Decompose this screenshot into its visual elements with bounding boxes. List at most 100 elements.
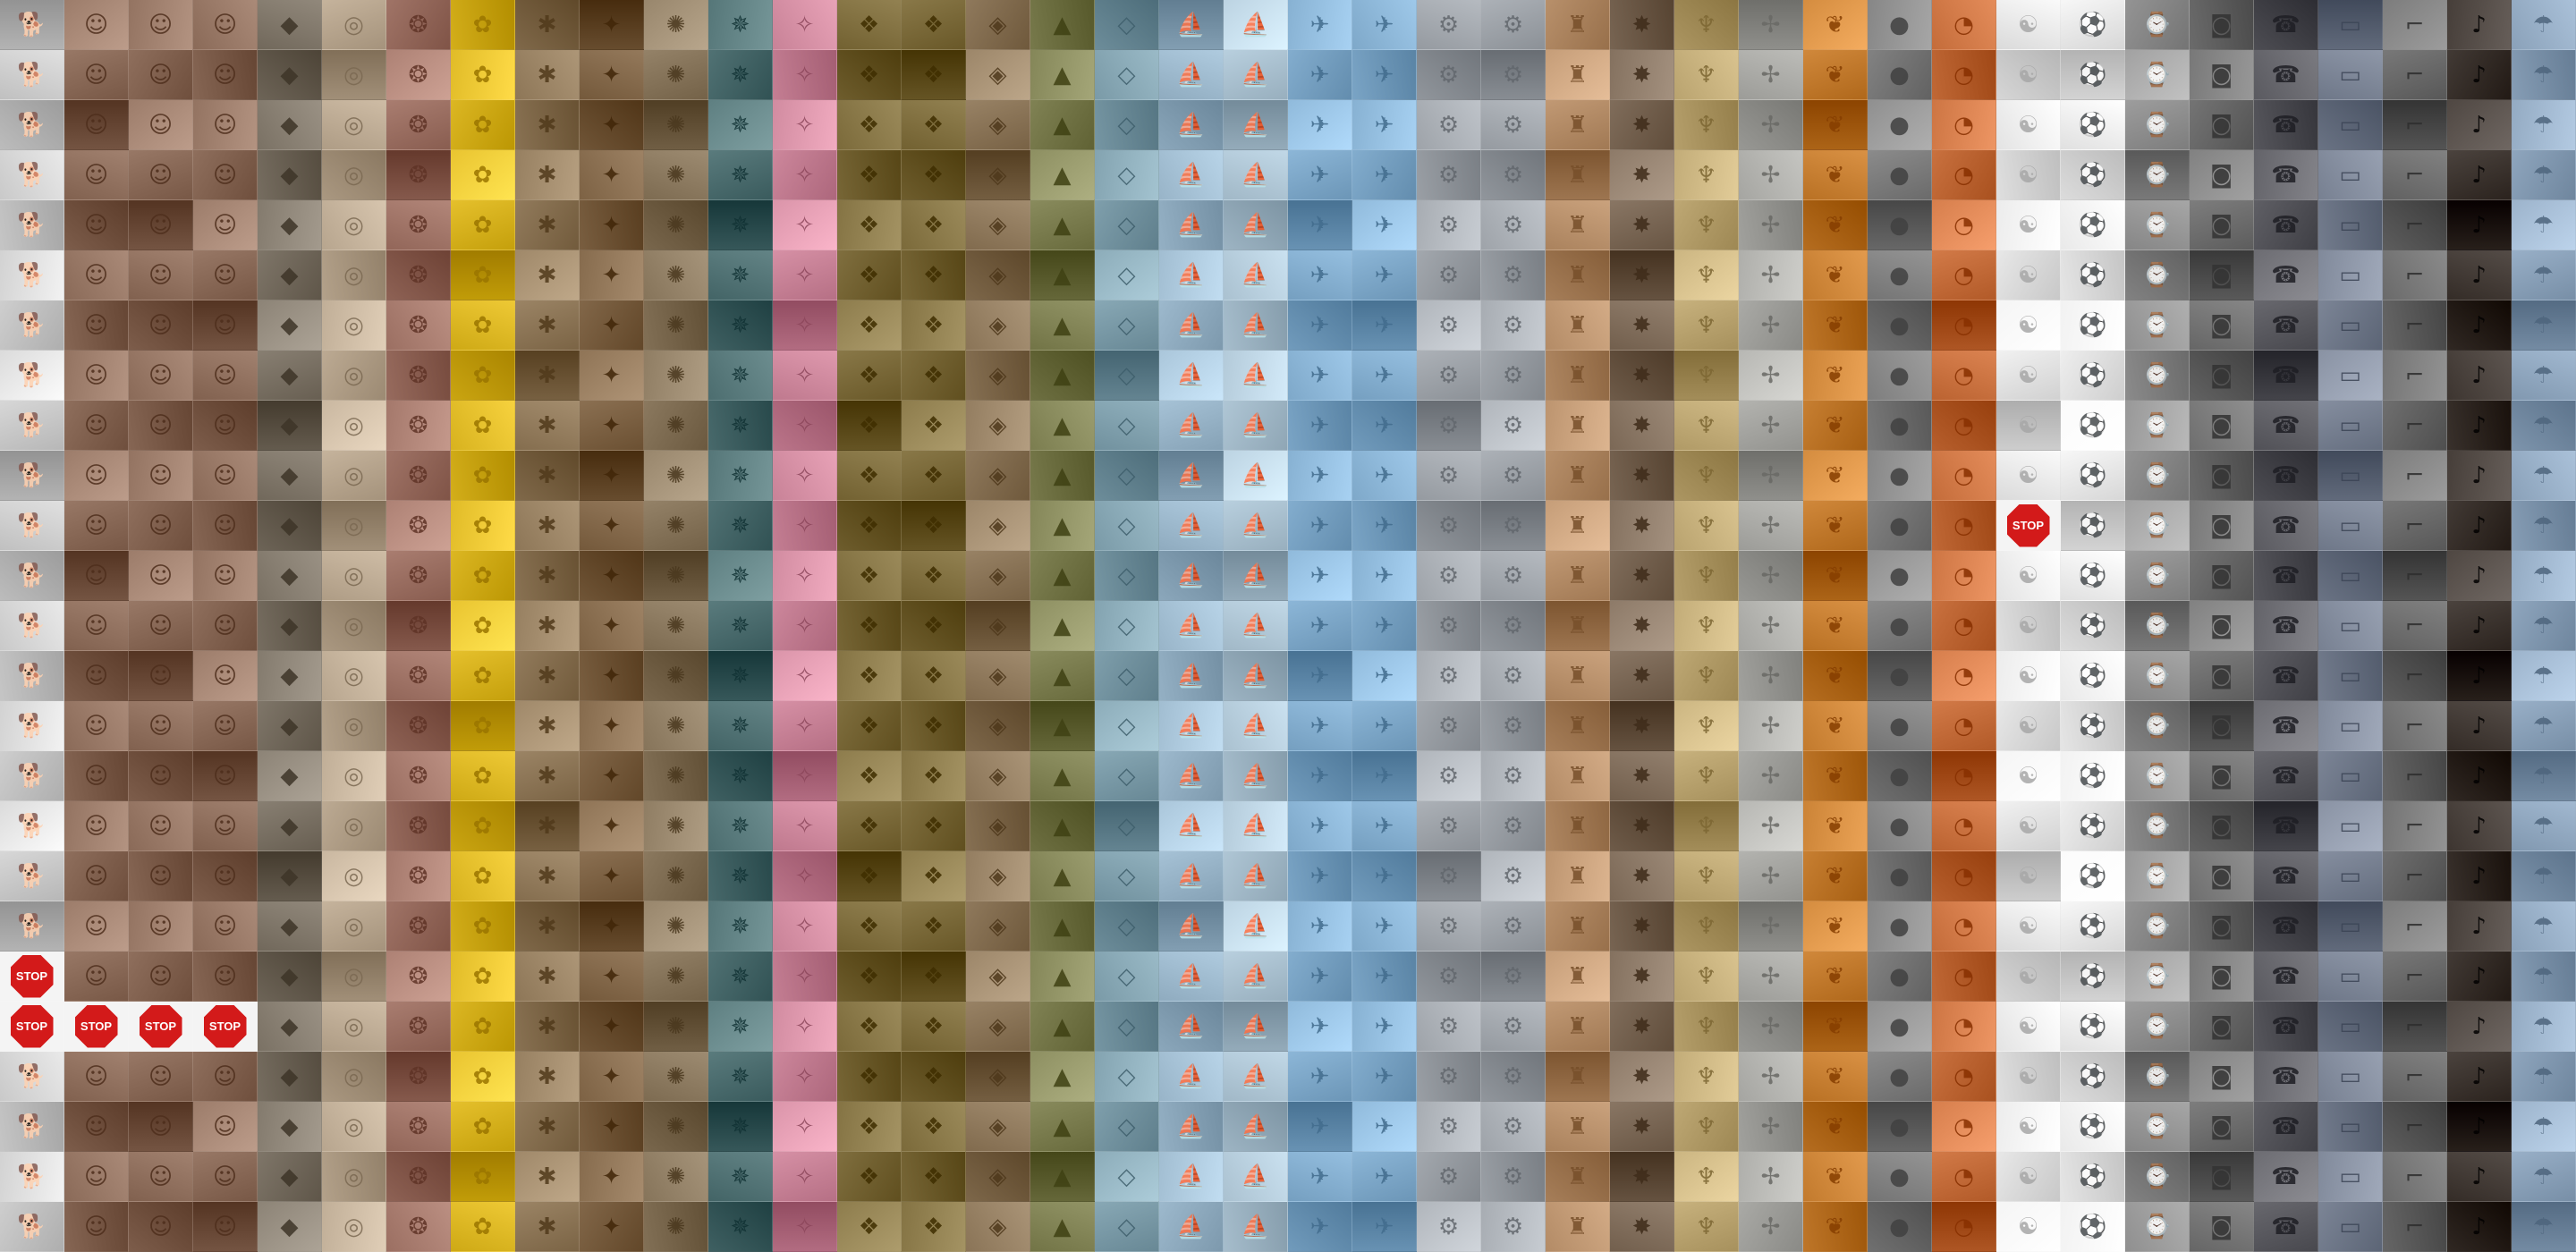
- brain-icon: ❂: [408, 862, 428, 890]
- nautilus-icon: ◎: [343, 311, 364, 339]
- cellphone-icon: ☎: [2271, 411, 2301, 439]
- nautilus-icon: ◎: [343, 712, 364, 740]
- yin-yang-icon: ☯: [2017, 1213, 2039, 1240]
- photo-tile-soccer-ball: ⚽: [2061, 701, 2125, 751]
- camera-icon: ◙: [2209, 962, 2233, 990]
- photo-tile-umbrella: ☂: [2512, 1152, 2576, 1202]
- brain-icon: ❂: [408, 1163, 428, 1190]
- butterfly-icon: ❦: [1825, 1012, 1845, 1040]
- photo-tile-leopard: ❖: [837, 751, 902, 801]
- airplane-icon: ✈: [1309, 111, 1330, 139]
- photo-tile-cellphone: ☎: [2254, 651, 2318, 701]
- photo-tile-emu: ▲: [1030, 1102, 1095, 1152]
- brain-icon: ❂: [408, 361, 428, 389]
- photo-tile-dalmatian: 🐕: [0, 901, 64, 952]
- photo-tile-motorbike: ⚙: [1481, 1152, 1546, 1202]
- photo-tile-brain: ❂: [386, 100, 451, 150]
- dalmatian-icon: 🐕: [17, 61, 47, 89]
- photo-tile-sunflower: ✿: [451, 1052, 515, 1102]
- nautilus-icon: ◎: [343, 261, 364, 289]
- cellphone-icon: ☎: [2271, 512, 2301, 539]
- photo-tile-scorpion: ✦: [580, 451, 644, 501]
- schooner-icon: ⛵: [1176, 11, 1206, 38]
- photo-tile-menorah: ♆: [1674, 1202, 1739, 1252]
- photo-tile-camera: ◙: [2190, 1152, 2254, 1202]
- photo-tile-schooner: ⛵: [1159, 851, 1224, 901]
- sunflower-icon: ✿: [472, 512, 493, 539]
- photo-tile-motorbike: ⚙: [1481, 1052, 1546, 1102]
- dragonfly-icon: ✢: [1760, 361, 1781, 389]
- ketch-icon: ⛵: [1241, 862, 1270, 890]
- leopard-icon: ❖: [858, 111, 880, 139]
- butterfly-icon: ❦: [1825, 712, 1845, 740]
- photo-tile-butterfly: ❦: [1803, 1052, 1868, 1102]
- photo-tile-camera: ◙: [2190, 551, 2254, 601]
- hedgehog-icon: ✺: [665, 111, 686, 139]
- emu-icon: ▲: [1053, 111, 1072, 139]
- butterfly-icon: ❦: [1825, 1062, 1845, 1090]
- ibis-icon: ◇: [1117, 862, 1136, 890]
- photo-tile-laptop: ▭: [2318, 200, 2383, 250]
- photo-tile-chandelier: ✸: [1610, 250, 1674, 300]
- photo-tile-faces: ☺: [129, 751, 193, 801]
- motorbike-icon: ⚙: [1502, 1112, 1524, 1140]
- photo-tile-faces: ☺: [193, 801, 258, 851]
- nautilus-icon: ◎: [343, 211, 364, 239]
- soccer-ball-icon: ⚽: [2078, 411, 2107, 439]
- photo-tile-faces: ☺: [64, 50, 129, 100]
- leopard-icon: ❖: [858, 562, 880, 589]
- photo-tile-ibis: ◇: [1095, 200, 1159, 250]
- photo-tile-chair: ♜: [1546, 601, 1610, 651]
- ketch-icon: ⛵: [1241, 11, 1270, 38]
- photo-tile-motorbike: ⚙: [1417, 1202, 1481, 1252]
- photo-tile-brain: ❂: [386, 701, 451, 751]
- photo-tile-motorbike: ⚙: [1481, 501, 1546, 551]
- photo-tile-leopard: ❖: [902, 100, 966, 150]
- photo-tile-leopard: ❖: [837, 401, 902, 451]
- photo-tile-airplane: ✈: [1352, 701, 1417, 751]
- photo-tile-motorbike: ⚙: [1481, 952, 1546, 1002]
- trilobite-icon: ◆: [280, 962, 299, 990]
- ant-icon: ✱: [537, 461, 557, 489]
- photo-tile-sunflower: ✿: [451, 901, 515, 952]
- laptop-icon: ▭: [2339, 211, 2361, 239]
- photo-tile-airplane: ✈: [1288, 1152, 1352, 1202]
- leopard-icon: ❖: [922, 812, 945, 840]
- camera-icon: ◙: [2209, 361, 2233, 389]
- motorbike-icon: ⚙: [1502, 512, 1524, 539]
- photo-tile-pizza: ◔: [1932, 952, 1996, 1002]
- soccer-ball-icon: ⚽: [2078, 1213, 2107, 1240]
- dalmatian-icon: 🐕: [17, 762, 47, 790]
- dragonfly-icon: ✢: [1760, 512, 1781, 539]
- photo-tile-ketch: ⛵: [1224, 351, 1288, 401]
- chair-icon: ♜: [1566, 512, 1589, 539]
- ant-icon: ✱: [537, 1163, 557, 1190]
- revolver-icon: ⌐: [2404, 311, 2425, 339]
- photo-tile-soccer-ball: ⚽: [2061, 0, 2125, 50]
- photo-tile-camera: ◙: [2190, 150, 2254, 200]
- photo-tile-airplane: ✈: [1288, 701, 1352, 751]
- motorbike-icon: ⚙: [1437, 562, 1460, 589]
- photo-tile-airplane: ✈: [1288, 1102, 1352, 1152]
- airplane-icon: ✈: [1309, 912, 1330, 940]
- ant-icon: ✱: [537, 111, 557, 139]
- cellphone-icon: ☎: [2271, 361, 2301, 389]
- photo-tile-hedgehog: ✺: [644, 801, 708, 851]
- ibis-icon: ◇: [1117, 1163, 1136, 1190]
- nautilus-icon: ◎: [343, 662, 364, 689]
- ibis-icon: ◇: [1117, 1012, 1136, 1040]
- ketch-icon: ⛵: [1241, 1012, 1270, 1040]
- photo-tile-schooner: ⛵: [1159, 551, 1224, 601]
- photo-tile-crab: ✵: [708, 601, 773, 651]
- photo-tile-ant: ✱: [515, 551, 580, 601]
- ketch-icon: ⛵: [1241, 512, 1270, 539]
- photo-tile-camera: ◙: [2190, 0, 2254, 50]
- photo-tile-airplane: ✈: [1288, 300, 1352, 351]
- dalmatian-icon: 🐕: [17, 411, 47, 439]
- dragonfly-icon: ✢: [1760, 1062, 1781, 1090]
- panda-icon: ●: [1889, 662, 1910, 689]
- ant-icon: ✱: [537, 1112, 557, 1140]
- photo-tile-flamingo: ✧: [773, 901, 837, 952]
- photo-tile-faces: ☺: [64, 200, 129, 250]
- photo-tile-chair: ♜: [1546, 901, 1610, 952]
